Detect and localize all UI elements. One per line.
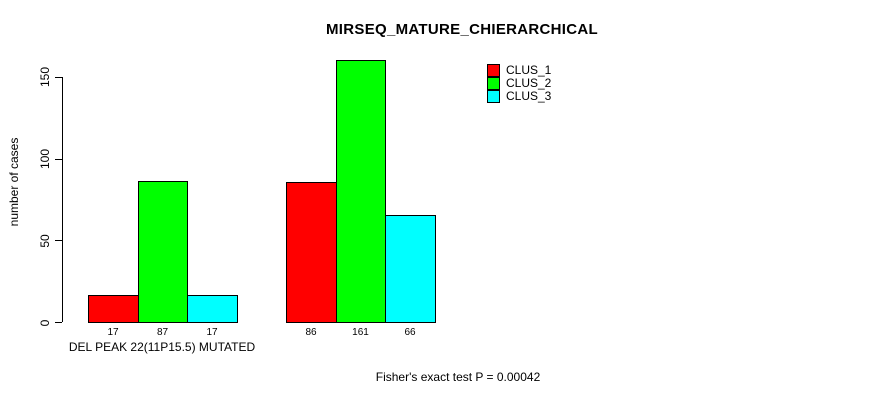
bar-value-label: 17 [107,327,119,338]
legend-label: CLUS_2 [506,76,552,90]
y-axis-tick-label: 150 [38,67,52,88]
y-axis-line [62,77,63,322]
bar-value-label: 86 [305,327,317,338]
y-axis-tick-label: 50 [38,234,52,248]
y-axis-label: number of cases [7,137,21,227]
bar-value-label: 161 [352,327,369,338]
bar-clus-3-group-2 [385,215,436,323]
x-axis-group-label: DEL PEAK 22(11P15.5) MUTATED [68,340,256,354]
legend-item: CLUS_3 [487,90,551,103]
y-axis-tick [55,159,62,160]
legend-item: CLUS_1 [487,64,551,77]
bar-clus-2-group-2 [336,60,386,323]
legend: CLUS_1 CLUS_2 CLUS_3 [487,64,551,103]
y-axis-tick-label: 0 [38,319,52,327]
legend-swatch [487,90,500,103]
legend-label: CLUS_1 [506,63,552,77]
legend-swatch [487,77,500,90]
y-axis-tick [55,77,62,78]
bar-clus-1-group-2 [286,182,337,323]
bar-value-label: 66 [404,327,416,338]
bar-clus-2-group-1 [138,181,188,323]
fisher-test-annotation: Fisher's exact test P = 0.00042 [375,370,541,384]
y-axis-tick-label: 100 [38,149,52,170]
legend-label: CLUS_3 [506,89,552,103]
bar-value-label: 87 [156,327,169,338]
y-axis-tick [55,240,62,241]
bar-clus-1-group-1 [88,295,139,323]
chart-title: MIRSEQ_MATURE_CHIERARCHICAL [326,21,598,38]
legend-item: CLUS_2 [487,77,551,90]
bar-clus-3-group-1 [187,295,238,323]
legend-swatch [487,64,500,77]
bar-value-label: 17 [206,327,218,338]
y-axis-tick [55,322,62,323]
